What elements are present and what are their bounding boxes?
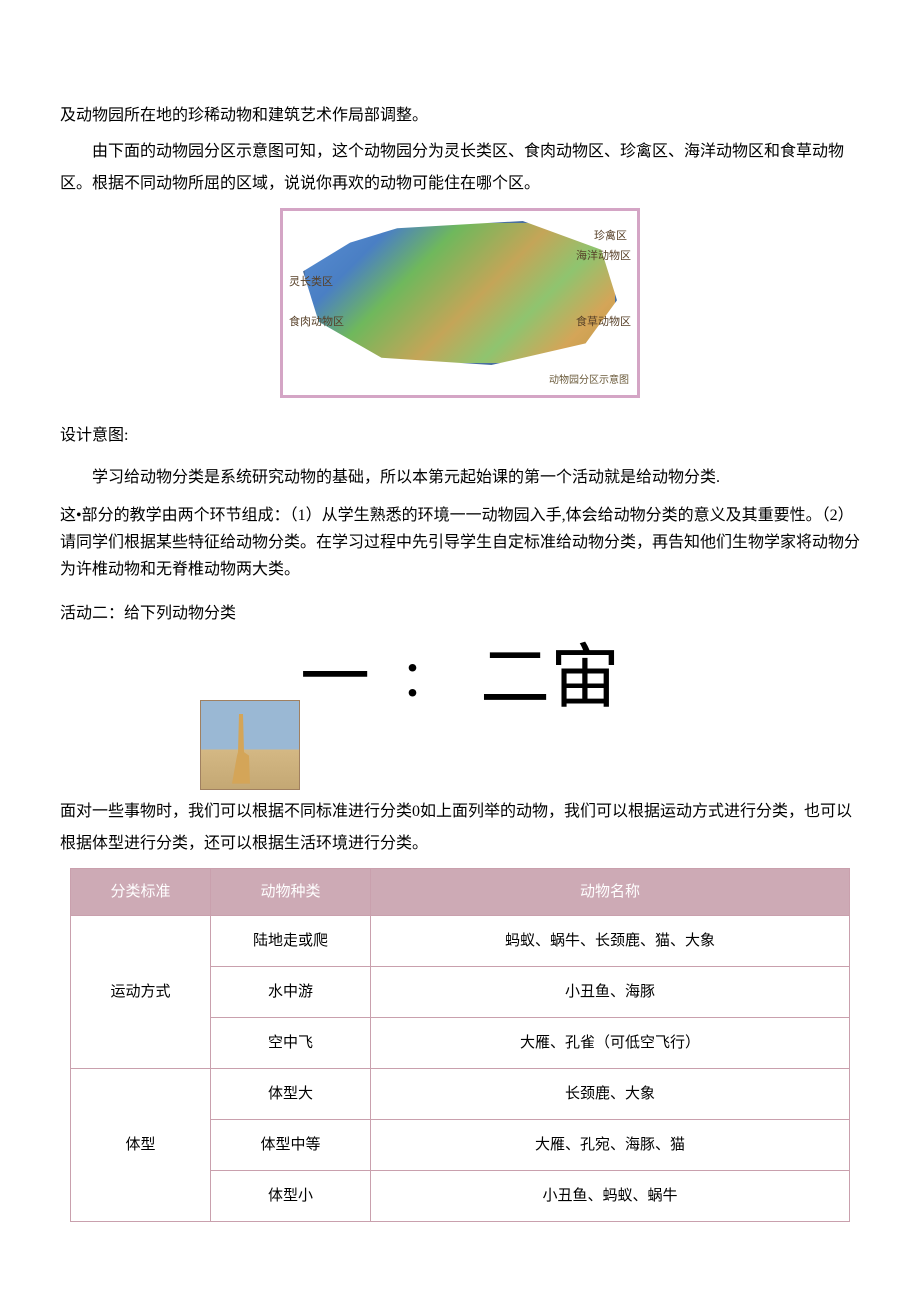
design-para2: 这•部分的教学由两个环节组成：（1）从学生熟悉的环境一一动物园入手,体会给动物分… [60,502,860,584]
activity2-title: 活动二：给下列动物分类 [60,598,860,630]
map-label-ocean: 海洋动物区 [576,245,631,267]
glyph-3: 二宙 [480,644,620,714]
map-label-rare-birds: 珍禽区 [594,225,627,247]
cell-type: 水中游 [211,966,371,1017]
zoo-map-container: 珍禽区 海洋动物区 灵长类区 食肉动物区 食草动物区 动物园分区示意图 [60,208,860,410]
cell-animals: 大雁、孔雀（可低空飞行） [371,1017,850,1068]
giraffe-shape [231,714,251,784]
cell-animals: 长颈鹿、大象 [371,1068,850,1119]
glyph-1: 一 [300,644,370,714]
cell-type: 体型大 [211,1068,371,1119]
cell-animals: 蚂蚁、蜗牛、长颈鹿、猫、大象 [371,915,850,966]
giraffe-image [200,700,300,790]
big-glyph-row: 一 ： 二宙 [60,644,860,714]
intro-line1: 及动物园所在地的珍稀动物和建筑艺术作局部调整。 [60,100,860,132]
cell-type: 体型小 [211,1170,371,1221]
th-type: 动物种类 [211,868,371,915]
zoo-map-shape [303,221,617,365]
map-label-carnivore: 食肉动物区 [289,311,344,333]
cell-animals: 小丑鱼、海豚 [371,966,850,1017]
design-heading: 设计意图: [60,420,860,452]
th-standard: 分类标准 [71,868,211,915]
cell-type: 陆地走或爬 [211,915,371,966]
table-row: 体型 体型大 长颈鹿、大象 [71,1068,850,1119]
cell-standard: 体型 [71,1068,211,1221]
design-para1: 学习给动物分类是系统研究动物的基础，所以本第元起始课的第一个活动就是给动物分类. [60,462,860,494]
cell-type: 体型中等 [211,1119,371,1170]
table-header-row: 分类标准 动物种类 动物名称 [71,868,850,915]
th-animals: 动物名称 [371,868,850,915]
map-caption: 动物园分区示意图 [549,371,629,391]
activity2-desc: 面对一些事物时，我们可以根据不同标准进行分类0如上面列举的动物，我们可以根据运动… [60,796,860,860]
intro-line2: 由下面的动物园分区示意图可知，这个动物园分为灵长类区、食肉动物区、珍禽区、海洋动… [60,136,860,200]
cell-type: 空中飞 [211,1017,371,1068]
map-label-herbivore: 食草动物区 [576,311,631,333]
map-label-primate: 灵长类区 [289,271,333,293]
cell-standard: 运动方式 [71,915,211,1068]
zoo-map: 珍禽区 海洋动物区 灵长类区 食肉动物区 食草动物区 动物园分区示意图 [280,208,640,398]
cell-animals: 大雁、孔宛、海豚、猫 [371,1119,850,1170]
table-row: 运动方式 陆地走或爬 蚂蚁、蜗牛、长颈鹿、猫、大象 [71,915,850,966]
glyph-colon: ： [400,654,450,704]
cell-animals: 小丑鱼、蚂蚁、蜗牛 [371,1170,850,1221]
classification-table: 分类标准 动物种类 动物名称 运动方式 陆地走或爬 蚂蚁、蜗牛、长颈鹿、猫、大象… [70,868,850,1222]
